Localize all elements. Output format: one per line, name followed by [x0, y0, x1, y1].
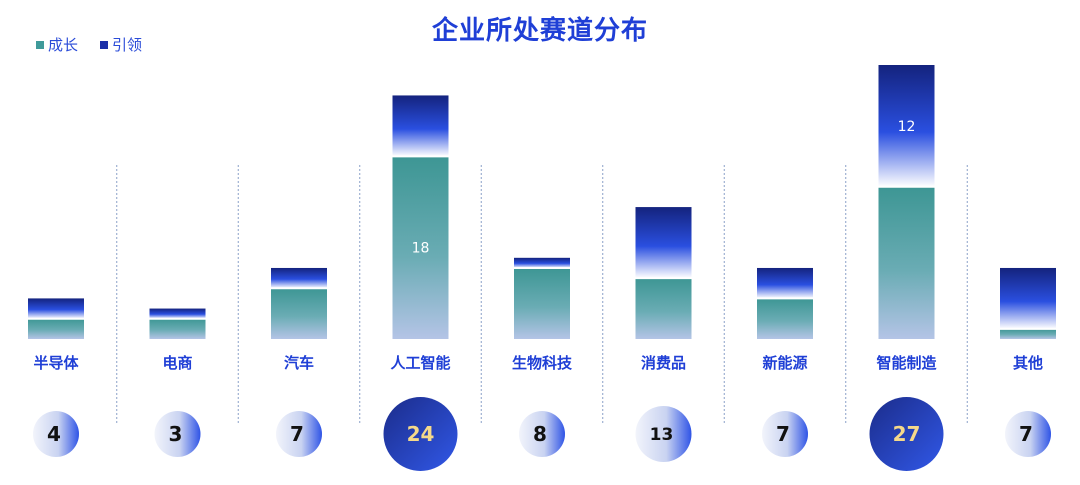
- category-label: 其他: [1013, 354, 1043, 372]
- legend-item-growth: 成长: [36, 34, 78, 55]
- total-bubble: [33, 411, 79, 457]
- total-label: 27: [893, 422, 921, 446]
- bar-growth: [392, 156, 449, 339]
- legend: 成长 引领: [36, 34, 142, 55]
- category-label: 半导体: [33, 354, 79, 372]
- total-bubble: [154, 411, 201, 457]
- bar-leading: [28, 298, 84, 319]
- chart-title: 企业所处赛道分布: [431, 16, 648, 46]
- total-label: 4: [47, 422, 61, 446]
- total-bubble: [635, 406, 692, 462]
- bar-leading: [271, 267, 327, 289]
- growth-data-label: 18: [412, 241, 430, 257]
- bar-leading: [1000, 267, 1056, 329]
- bar-growth: [271, 288, 327, 339]
- bar-leading: [514, 257, 570, 268]
- bar-growth: [757, 298, 813, 339]
- total-bubble: [276, 411, 322, 457]
- category-label: 智能制造: [876, 354, 936, 372]
- bar-leading: [149, 308, 206, 319]
- total-bubble: [519, 411, 565, 457]
- total-bubble: [1005, 411, 1051, 457]
- total-label: 7: [1019, 422, 1033, 446]
- bar-leading: [878, 65, 935, 187]
- category-label: 人工智能: [390, 354, 450, 372]
- bar-growth: [635, 278, 692, 339]
- bar-leading: [757, 267, 813, 299]
- total-bubble: [762, 411, 808, 457]
- total-label: 7: [290, 422, 304, 446]
- legend-label-growth: 成长: [48, 36, 79, 54]
- category-label: 生物科技: [512, 354, 573, 372]
- bar-growth: [1000, 328, 1056, 339]
- bar-growth: [514, 267, 570, 339]
- category-label: 汽车: [284, 354, 314, 372]
- legend-swatch-leading: [100, 40, 109, 49]
- bar-growth: [149, 318, 206, 339]
- leading-data-label: 12: [898, 119, 916, 135]
- total-label: 8: [533, 422, 547, 446]
- bar-leading: [392, 95, 449, 157]
- bar-leading: [635, 207, 692, 279]
- category-label: 新能源: [762, 354, 807, 372]
- total-bubble: [383, 397, 458, 471]
- total-label: 3: [169, 422, 183, 446]
- legend-label-leading: 引领: [112, 36, 143, 54]
- bar-growth: [878, 186, 935, 339]
- category-label: 电商: [162, 354, 192, 372]
- total-label: 24: [407, 422, 435, 446]
- category-label: 消费品: [641, 354, 686, 372]
- legend-item-leading: 引领: [100, 34, 142, 55]
- bar-growth: [28, 318, 84, 339]
- total-label: 7: [776, 422, 790, 446]
- total-label: 13: [650, 425, 674, 445]
- total-bubble: [869, 397, 944, 471]
- legend-swatch-growth: [36, 40, 44, 49]
